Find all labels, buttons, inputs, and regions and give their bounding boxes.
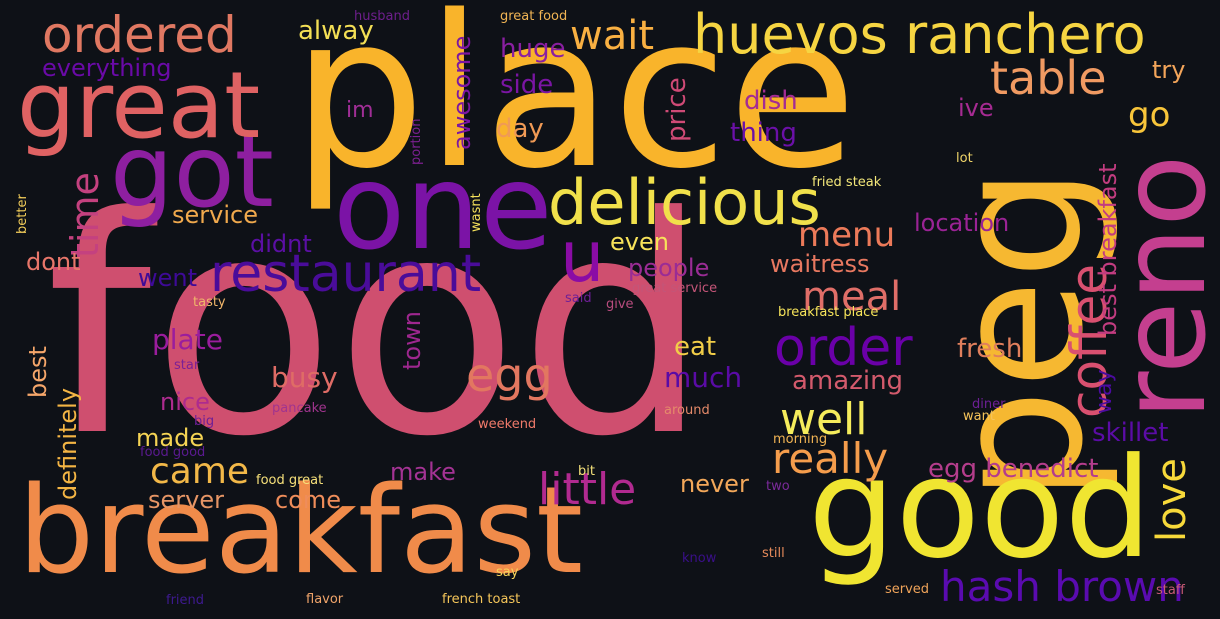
word-say: say <box>496 565 519 580</box>
word-staff: staff <box>1156 583 1185 598</box>
word-still: still <box>762 546 785 561</box>
word-location: location <box>914 209 1010 237</box>
word-alway: alway <box>298 16 374 46</box>
word-plate: plate <box>152 323 223 356</box>
word-place: place <box>292 0 857 215</box>
word-never: never <box>680 470 749 498</box>
word-great-service: great service <box>632 281 718 296</box>
word-wasnt: wasnt <box>469 193 484 232</box>
word-fresh: fresh <box>957 334 1023 364</box>
word-side: side <box>500 70 554 100</box>
word-better: better <box>15 194 30 234</box>
word-know: know <box>682 551 717 566</box>
word-friend: friend <box>166 593 205 608</box>
word-one: one <box>333 138 553 276</box>
word-star: star <box>174 358 200 373</box>
word-huge: huge <box>500 34 566 64</box>
word-tasty: tasty <box>193 295 226 310</box>
word-bit: bit <box>578 464 595 479</box>
word-service: service <box>172 201 258 229</box>
word-big: big <box>194 414 215 429</box>
word-breakfast-place: breakfast place <box>778 305 879 320</box>
word-well: well <box>780 394 868 445</box>
word-little: little <box>538 464 637 515</box>
word-restaurant: restaurant <box>210 244 482 304</box>
word-two: two <box>766 479 790 494</box>
word-dish: dish <box>744 86 798 116</box>
word-morning: morning <box>773 432 828 447</box>
word-give: give <box>606 297 634 312</box>
word-everything: everything <box>42 54 172 82</box>
word-lot: lot <box>956 151 973 166</box>
word-wait: wait <box>570 13 655 59</box>
word-town: town <box>398 311 426 370</box>
word-husband: husband <box>354 9 410 24</box>
word-even: even <box>610 228 669 256</box>
word-skillet: skillet <box>1092 418 1169 448</box>
word-good: good <box>808 428 1153 589</box>
word-im: im <box>346 98 374 123</box>
word-pancake: pancake <box>272 401 327 416</box>
word-eat: eat <box>674 332 717 362</box>
word-come: come <box>275 486 342 514</box>
word-best: best <box>24 346 52 398</box>
word-table: table <box>990 51 1107 105</box>
word-said: said <box>565 291 592 306</box>
word-food-great: food great <box>256 473 324 488</box>
word-made: made <box>136 424 205 452</box>
word-best-breakfast: best breakfast <box>1094 163 1122 336</box>
word-busy: busy <box>271 361 338 394</box>
word-weekend: weekend <box>478 417 537 432</box>
word-hash-brown: hash brown <box>940 562 1184 611</box>
word-time: time <box>63 172 107 258</box>
word-love: love <box>1149 458 1195 542</box>
word-ive: ive <box>958 94 994 122</box>
word-price: price <box>662 77 692 142</box>
word-try: try <box>1152 56 1186 84</box>
word-breakfast: breakfast <box>18 462 584 601</box>
word-amazing: amazing <box>792 366 904 396</box>
word-want: want <box>963 409 995 424</box>
word-order: order <box>774 318 913 378</box>
word-around: around <box>664 403 710 418</box>
word-food-good: food good <box>140 445 206 460</box>
word-server: server <box>148 486 224 514</box>
word-dont: dont <box>26 248 81 276</box>
word-got: got <box>110 113 274 230</box>
word-awesome: awesome <box>448 35 476 150</box>
word-portion: portion <box>409 118 424 165</box>
word-food: food <box>46 153 710 502</box>
word-definitely: definitely <box>54 387 82 500</box>
word-really: really <box>772 434 889 483</box>
word-fried-steak: fried steak <box>812 175 882 190</box>
word-came: came <box>150 451 250 492</box>
word-people: people <box>628 254 710 282</box>
word-way: way <box>1092 369 1117 415</box>
word-delicious: delicious <box>548 166 821 239</box>
word-thing: thing <box>730 118 797 148</box>
word-day: day <box>496 114 544 144</box>
word-make: make <box>390 458 456 486</box>
word-huevos-ranchero: huevos ranchero <box>693 3 1146 66</box>
word-french-toast: french toast <box>442 592 521 607</box>
word-diner: diner <box>972 397 1006 412</box>
word-great: great <box>17 52 261 159</box>
word-flavor: flavor <box>306 592 344 607</box>
word-nice: nice <box>160 388 210 416</box>
word-went: went <box>138 264 198 292</box>
word-egg: egg <box>466 348 553 402</box>
word-menu: menu <box>798 215 896 255</box>
word-egg-benedict: egg benedict <box>928 454 1099 484</box>
word-meal: meal <box>802 274 902 320</box>
word-u: u <box>560 216 605 298</box>
word-great-food: great food <box>500 9 568 24</box>
word-much: much <box>664 361 743 394</box>
word-waitress: waitress <box>770 250 870 278</box>
word-go: go <box>1128 95 1171 135</box>
word-served: served <box>885 582 930 597</box>
word-didnt: didnt <box>250 230 312 258</box>
word-ordered: ordered <box>42 6 237 64</box>
